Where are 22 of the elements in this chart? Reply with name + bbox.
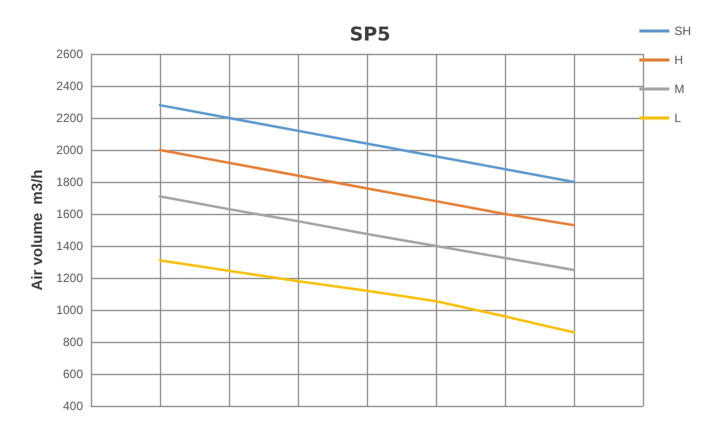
- legend-label: L: [674, 111, 682, 125]
- line-series: [158, 195, 576, 272]
- y-tick-label: 1000: [56, 303, 84, 317]
- y-tick-label: 2600: [56, 47, 84, 61]
- legend-label: H: [674, 53, 683, 67]
- y-tick-label: 1200: [56, 271, 84, 285]
- y-tick-label: 2400: [56, 79, 84, 93]
- y-tick-label: 2000: [56, 143, 84, 157]
- y-tick-label: 1600: [56, 207, 84, 221]
- line-series: [158, 104, 576, 184]
- legend-label: M: [674, 82, 684, 96]
- y-tick-label: 800: [62, 335, 84, 349]
- y-tick-label: 2200: [56, 111, 84, 125]
- line-series: [158, 148, 576, 226]
- y-tick-label: 400: [62, 399, 84, 413]
- line-series: [158, 259, 576, 334]
- y-tick-label: 600: [62, 367, 84, 381]
- legend-label: SH: [674, 24, 691, 38]
- chart-title: SP5: [350, 24, 390, 46]
- y-axis-title: Air volume m3/h: [29, 170, 46, 290]
- y-tick-label: 1400: [56, 239, 84, 253]
- y-tick-label: 1800: [56, 175, 84, 189]
